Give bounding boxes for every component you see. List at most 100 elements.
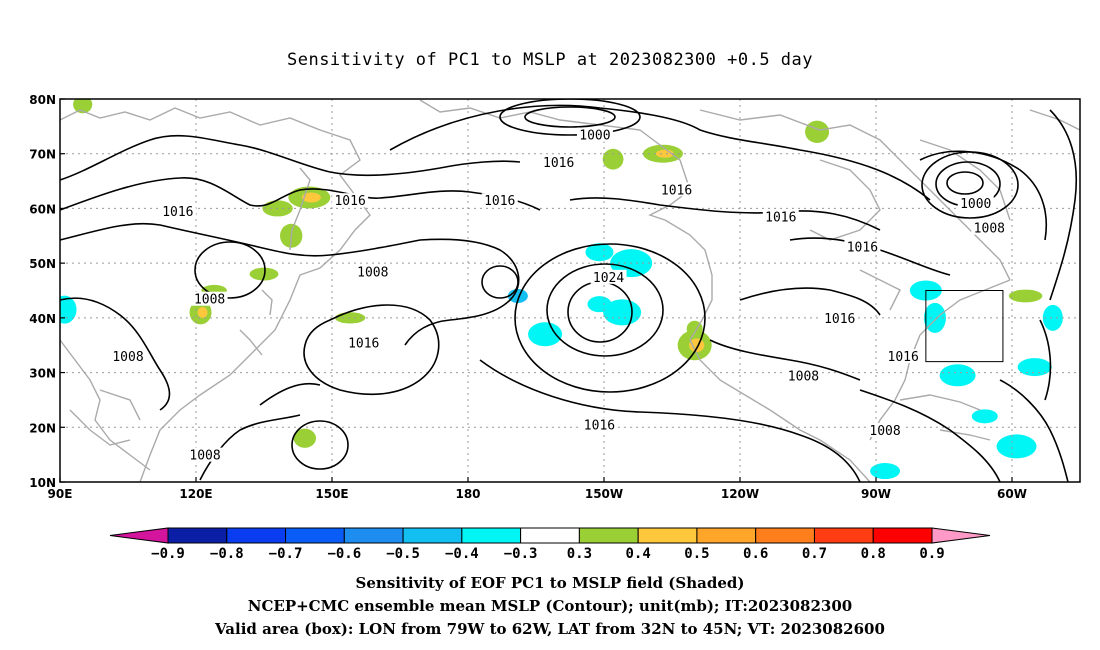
colorbar-label: 0.4 [626, 546, 651, 562]
sensitivity-shade [1017, 358, 1052, 377]
colorbar: −0.9 −0.8 −0.7 −0.6 −0.5 −0.4 −0.3 0.3 0.4 0.5 0.6… [109, 527, 991, 562]
contour-label: 1016 [824, 312, 855, 327]
lon-tick-label: 120W [721, 487, 759, 501]
contour-label-bg [821, 310, 858, 325]
contour-label-bg [481, 193, 518, 208]
colorbar-swatch [461, 527, 522, 544]
contour-label: 1008 [112, 350, 143, 365]
sensitivity-shade [1008, 289, 1043, 303]
lat-tick-label: 80N [29, 93, 56, 107]
contour-label: 1016 [484, 194, 515, 209]
contour-label-bg [590, 269, 627, 284]
contour-label-bg [658, 182, 695, 197]
lon-tick-label: 150W [585, 487, 623, 501]
contour-label: 1024 [593, 271, 624, 286]
contour-label-bg [867, 423, 904, 438]
contour-label-bg [957, 195, 994, 210]
colorbar-label: −0.4 [445, 546, 479, 562]
lon-tick-label: 90W [861, 487, 891, 501]
colorbar-label: 0.3 [567, 546, 592, 562]
contour-label: 1008 [788, 369, 819, 384]
colorbar-label: −0.6 [327, 546, 361, 562]
sensitivity-shade [1042, 304, 1063, 331]
map-title: Sensitivity of PC1 to MSLP at 2023082300… [286, 50, 813, 70]
contour-label-bg [540, 154, 577, 169]
contour-label-bg [159, 204, 196, 219]
sensitivity-shade [293, 428, 316, 448]
sensitivity-shade [939, 364, 976, 387]
contour-label: 1008 [357, 265, 388, 280]
colorbar-swatch [285, 527, 345, 544]
contour-label: 1008 [869, 424, 900, 439]
contour-label: 1000 [960, 197, 991, 212]
contour-label-bg [354, 264, 391, 279]
valid-area-box [925, 290, 1004, 363]
lat-tick-label: 70N [29, 148, 56, 162]
lat-tick-label: 50N [29, 257, 56, 271]
colorbar-label: −0.5 [386, 546, 420, 562]
sensitivity-shade [585, 243, 614, 262]
lat-tick-label: 40N [29, 312, 56, 326]
lon-tick-label: 180 [455, 487, 480, 501]
plot-frame [59, 98, 1081, 483]
sensitivity-shade [996, 434, 1037, 459]
colorbar-swatch [578, 527, 639, 544]
contour-label: 1016 [888, 350, 919, 365]
colorbar-swatch [226, 527, 287, 544]
caption-line-1: Sensitivity of EOF PC1 to MSLP field (Sh… [355, 574, 745, 592]
sensitivity-shade [73, 99, 93, 114]
contour-label-bg [581, 417, 618, 432]
lon-tick-label: 60W [997, 487, 1027, 501]
sensitivity-shade [805, 120, 830, 144]
colorbar-label: −0.8 [210, 546, 244, 562]
contour-label: 1008 [974, 222, 1005, 237]
colorbar-max-triangle [931, 527, 991, 544]
lat-tick-label: 60N [29, 202, 56, 216]
contour-label-bg [576, 127, 613, 142]
colorbar-label: 0.5 [684, 546, 709, 562]
contour-labels: 1000 1016 1016 1016 1016 1016 1016 1008 1008 1024… [110, 127, 1008, 464]
contour-label-bg [187, 447, 224, 462]
colorbar-swatch [167, 527, 228, 544]
colorbar-swatch [813, 527, 874, 544]
colorbar-min-triangle [109, 527, 169, 544]
sensitivity-shade-core [197, 306, 208, 318]
colorbar-label: −0.9 [151, 546, 185, 562]
colorbar-swatch [402, 527, 463, 544]
colorbar-swatch [696, 527, 757, 544]
sensitivity-shade-core [301, 192, 321, 203]
colorbar-swatch [343, 527, 404, 544]
colorbar-swatch [755, 527, 815, 544]
contour-label-bg [762, 209, 799, 224]
contour-label: 1008 [194, 293, 225, 308]
lat-tick-label: 20N [29, 421, 56, 435]
contour-label: 1016 [661, 183, 692, 198]
contour-label: 1016 [348, 336, 379, 351]
lon-tick-label: 90E [48, 487, 73, 501]
sensitivity-shade [971, 409, 998, 424]
contour-label: 1016 [334, 194, 365, 209]
lat-tick-label: 30N [29, 367, 56, 381]
lon-tick-label: 120E [179, 487, 212, 501]
lon-tick-label: 150E [315, 487, 348, 501]
contour-label: 1016 [584, 419, 615, 434]
colorbar-label: 0.7 [802, 546, 827, 562]
colorbar-swatch [872, 527, 933, 544]
sensitivity-shade [60, 295, 77, 324]
sensitivity-shade [528, 322, 563, 347]
contour-label-bg [332, 193, 369, 208]
caption-line-2: NCEP+CMC ensemble mean MSLP (Contour); u… [247, 597, 853, 615]
sensitivity-shade-core [689, 338, 705, 352]
sensitivity-shade [870, 463, 901, 480]
lat-tick-label: 10N [29, 476, 56, 490]
colorbar-swatch [637, 527, 698, 544]
caption-line-3: Valid area (box): LON from 79W to 62W, L… [215, 620, 885, 638]
contour-label-bg [885, 349, 922, 364]
contour-label-bg [191, 291, 228, 306]
colorbar-label: 0.8 [861, 546, 886, 562]
colorbar-label: 0.6 [743, 546, 768, 562]
mslp-contours [60, 99, 1078, 482]
contour-label-bg [110, 349, 146, 364]
